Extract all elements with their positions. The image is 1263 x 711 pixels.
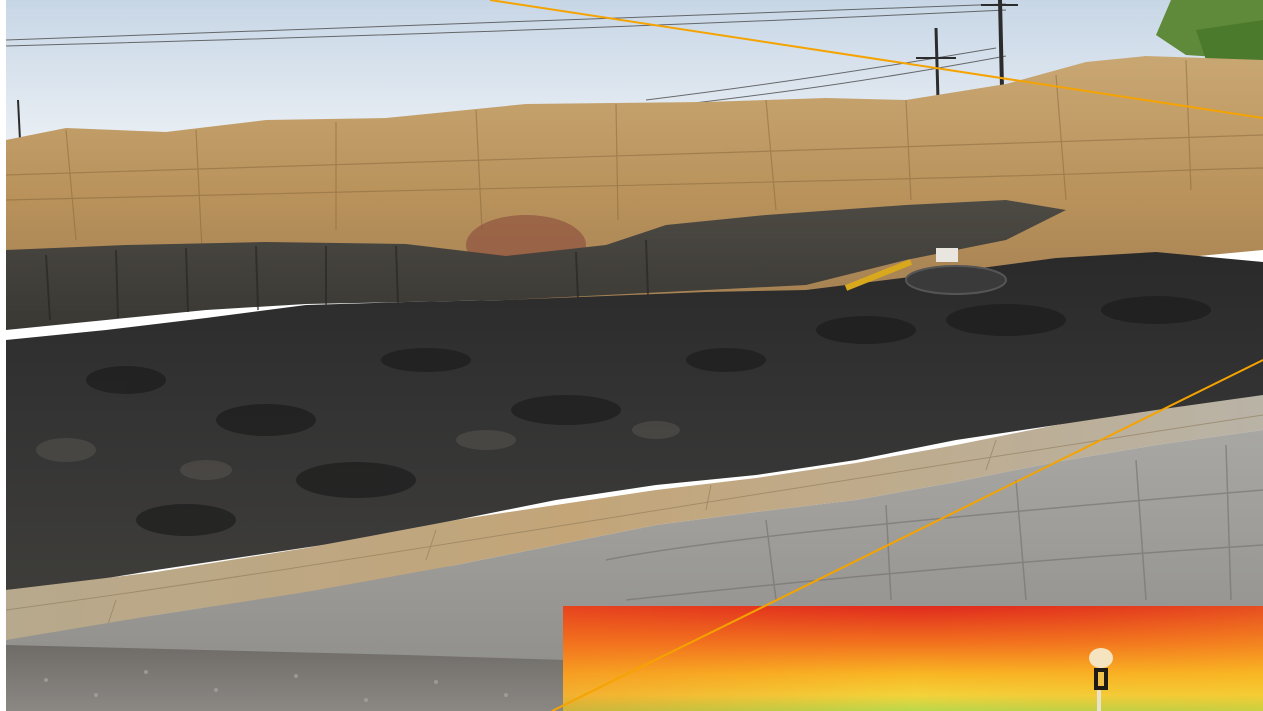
thermal-inset (563, 606, 1263, 711)
yellow-equipment (844, 259, 913, 291)
gravel-ground (6, 645, 566, 711)
tire (905, 265, 1007, 295)
dark-shale-band (6, 200, 1066, 330)
outcrop-photo (6, 0, 1263, 711)
